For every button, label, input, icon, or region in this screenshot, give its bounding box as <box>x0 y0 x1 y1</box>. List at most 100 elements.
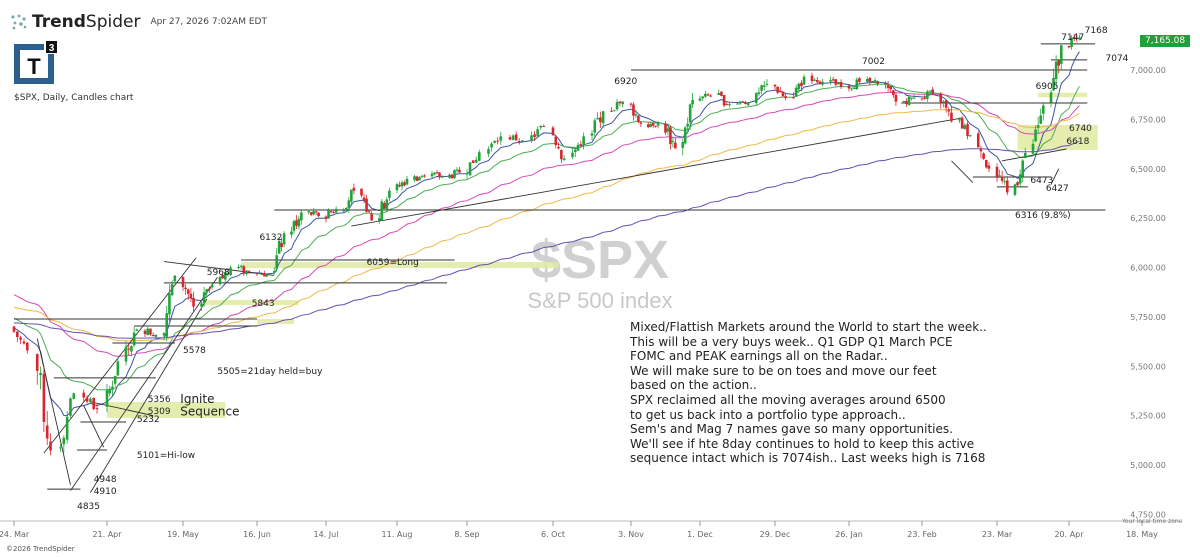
candle <box>202 286 206 307</box>
candle <box>1021 159 1025 183</box>
candle <box>621 101 624 108</box>
candle-body <box>947 109 951 112</box>
candle <box>280 237 283 252</box>
candle <box>847 84 851 92</box>
candle <box>1034 125 1037 143</box>
candle <box>810 72 814 85</box>
candle <box>418 176 421 181</box>
candle <box>646 121 650 129</box>
candle-body <box>314 211 318 213</box>
candle-body <box>265 274 269 277</box>
candle <box>834 79 838 87</box>
candle-body <box>332 212 335 214</box>
candle <box>542 124 546 128</box>
candle-body <box>571 152 574 158</box>
ma50-line <box>13 91 1080 357</box>
candle <box>72 392 76 400</box>
annotation-label: 7074 <box>1106 54 1129 64</box>
candle-body <box>297 218 301 227</box>
candle <box>852 85 856 90</box>
candle <box>858 77 861 85</box>
candle-body <box>400 182 404 187</box>
candle-body <box>839 81 843 87</box>
candle <box>314 211 318 216</box>
candle <box>1054 55 1058 87</box>
candle <box>701 96 704 101</box>
candle <box>902 100 906 104</box>
candle <box>923 95 926 100</box>
candle-body <box>894 94 898 102</box>
candle <box>725 101 729 106</box>
candle <box>671 137 675 148</box>
candle <box>108 386 112 397</box>
candle-body <box>717 93 721 95</box>
candle-body <box>307 211 311 213</box>
ema8-line <box>13 51 1080 417</box>
candle-body <box>242 266 246 273</box>
candle-body <box>143 330 147 335</box>
candle <box>612 109 616 112</box>
y-tick-label: 4,750.00 <box>1130 510 1166 519</box>
candle <box>706 92 710 97</box>
candle-body <box>960 118 964 129</box>
candle <box>245 270 248 276</box>
candle-body <box>162 333 166 336</box>
candle <box>292 219 296 234</box>
annotation-label: 5578 <box>183 346 206 356</box>
candle-body <box>165 313 169 337</box>
candle-body <box>367 210 371 212</box>
candle <box>784 93 787 101</box>
candle <box>420 174 424 178</box>
candle-body <box>295 220 298 226</box>
candle-body <box>632 104 635 116</box>
candle-body <box>582 136 585 145</box>
candle <box>334 206 338 215</box>
candle <box>365 194 368 213</box>
candle <box>928 90 932 95</box>
candle <box>551 125 555 137</box>
candle-body <box>49 441 52 451</box>
candle-body <box>681 142 685 148</box>
candle-body <box>709 95 713 97</box>
last-price-tag: 7,165.08 <box>1140 35 1191 47</box>
candle <box>295 215 298 229</box>
candle <box>792 92 795 99</box>
candle <box>22 338 26 345</box>
candle <box>265 273 269 278</box>
candle-body <box>910 97 913 99</box>
trendline <box>1002 148 1067 162</box>
candle <box>728 103 731 108</box>
candle <box>82 389 86 403</box>
candle-body <box>146 328 150 336</box>
candle <box>450 173 454 179</box>
trendline <box>83 405 105 448</box>
candle <box>818 80 822 85</box>
candle-body <box>1003 181 1007 183</box>
candle-body <box>1000 176 1004 181</box>
candle-body <box>837 82 840 85</box>
candle <box>765 79 769 87</box>
candle-body <box>45 425 49 439</box>
candle <box>170 280 174 296</box>
candle-body <box>1057 60 1061 66</box>
candle <box>465 169 469 180</box>
candle-body <box>329 211 333 213</box>
candle-body <box>976 133 980 148</box>
t3-logo: 3 T <box>14 40 58 84</box>
trendline <box>163 261 275 276</box>
candle-body <box>573 149 577 153</box>
trendline <box>36 338 71 485</box>
candle <box>210 282 214 290</box>
candle <box>651 122 655 129</box>
candle-body <box>272 271 276 273</box>
candle <box>639 121 643 127</box>
annotation-label: 6059=Long <box>367 258 419 268</box>
candle <box>312 208 315 216</box>
x-tick-label: 11. Aug <box>382 530 413 539</box>
candle <box>776 86 779 95</box>
annotation-label: 4948 <box>94 475 117 485</box>
commentary-line: We'll see if hte 8day continues to hold … <box>630 436 975 451</box>
candle-body <box>520 140 524 142</box>
candle <box>554 134 558 149</box>
